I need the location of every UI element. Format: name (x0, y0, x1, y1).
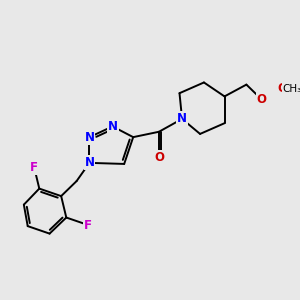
Text: N: N (177, 112, 187, 125)
Text: O: O (257, 93, 267, 106)
Text: F: F (84, 218, 92, 232)
Text: N: N (108, 120, 118, 133)
Text: O: O (278, 82, 287, 95)
Text: N: N (85, 156, 94, 170)
Text: CH₃: CH₃ (282, 84, 300, 94)
Text: F: F (30, 161, 38, 174)
Text: N: N (85, 130, 94, 144)
Text: O: O (154, 151, 164, 164)
